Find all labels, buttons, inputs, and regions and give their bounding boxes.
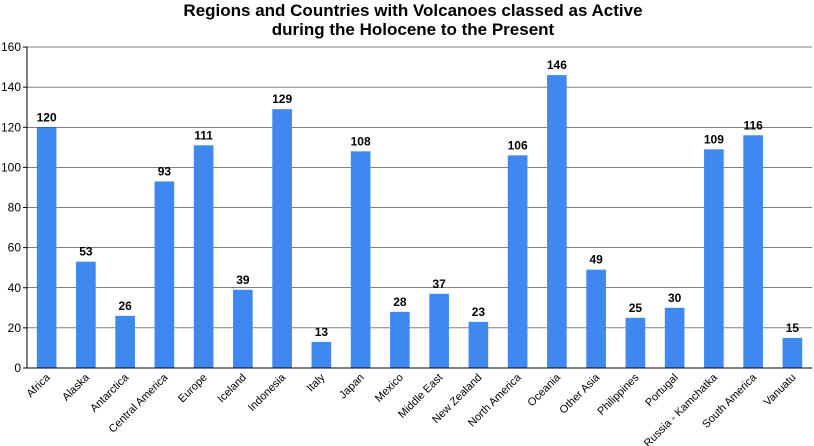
chart-title-line-2: during the Holocene to the Present (272, 20, 555, 39)
x-tick-label: Iceland (215, 372, 249, 406)
x-tick-label: Portugal (643, 372, 680, 409)
x-tick-label: Indonesia (246, 371, 289, 414)
x-tick-label: Japan (337, 372, 367, 402)
data-label: 120 (37, 110, 57, 124)
bar (154, 181, 175, 368)
x-tick-label: Russia - Kamchatka (642, 371, 721, 446)
x-tick-label: Alaska (60, 371, 92, 403)
y-tick-label: 160 (1, 40, 21, 54)
data-label: 13 (315, 325, 329, 339)
data-label: 37 (432, 277, 446, 291)
data-label: 23 (472, 305, 486, 319)
bar (390, 311, 410, 368)
y-tick-label: 120 (1, 120, 21, 134)
data-label: 93 (158, 164, 172, 178)
y-tick-label: 20 (8, 321, 22, 335)
bars (36, 75, 803, 369)
data-label: 49 (589, 253, 603, 267)
data-label: 106 (508, 138, 528, 152)
x-tick-label: Mexico (373, 372, 406, 405)
bar (36, 127, 57, 368)
data-label: 108 (351, 134, 371, 148)
data-label: 146 (547, 58, 567, 72)
bar (782, 337, 803, 368)
x-tick-label: Italy (305, 371, 328, 394)
data-label: 111 (194, 128, 213, 142)
x-tick-label: Africa (24, 371, 53, 400)
data-label: 116 (743, 118, 763, 132)
bar (664, 307, 685, 368)
y-tick-label: 80 (8, 201, 22, 215)
bar (233, 289, 253, 368)
data-label: 26 (118, 299, 132, 313)
bar (704, 149, 724, 368)
data-label: 28 (393, 295, 407, 309)
x-tick-label: Vanuatu (762, 372, 799, 409)
x-tick-label: Oceania (526, 371, 564, 409)
bar (547, 75, 567, 369)
y-tick-label: 40 (8, 281, 22, 295)
data-label: 15 (786, 321, 800, 335)
data-label: 53 (79, 245, 93, 259)
y-tick-label: 140 (1, 80, 21, 94)
bar (468, 321, 489, 368)
data-label: 129 (272, 92, 292, 106)
y-tick-label: 0 (14, 361, 21, 375)
bar (115, 315, 135, 368)
bar (272, 109, 292, 368)
data-label: 109 (704, 132, 724, 146)
bar (350, 151, 371, 368)
x-tick-label: Europe (176, 372, 210, 406)
y-tick-label: 60 (8, 241, 22, 255)
bar (311, 341, 332, 368)
bar (586, 269, 606, 368)
bar (743, 135, 763, 368)
data-label: 39 (236, 273, 250, 287)
x-tick-label: Philippines (595, 371, 641, 417)
bar (625, 317, 646, 368)
bar (193, 145, 214, 368)
data-label: 30 (668, 291, 682, 305)
gridlines (27, 46, 812, 329)
bar (429, 293, 449, 368)
chart-title-line-1: Regions and Countries with Volcanoes cla… (183, 1, 642, 20)
y-axis-tick-labels: 0 20 40 60 80 100 120 140 160 (1, 40, 27, 375)
bar (76, 261, 96, 368)
y-tick-label: 100 (1, 160, 21, 174)
data-label: 25 (629, 301, 643, 315)
bar (507, 155, 528, 368)
data-labels: 120 53 26 93 111 39 129 13 108 28 37 23 106 146 49 25 30… (37, 58, 800, 339)
